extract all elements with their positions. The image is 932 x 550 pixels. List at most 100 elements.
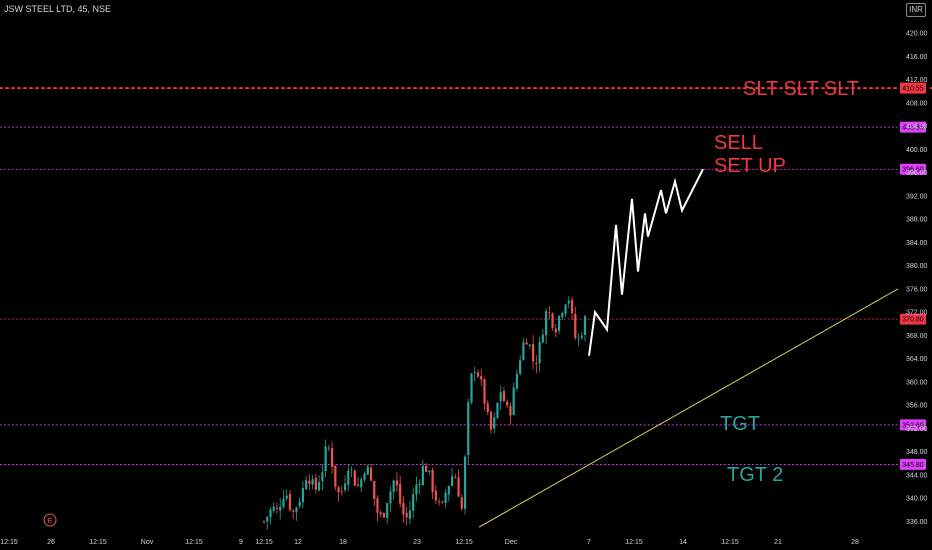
candle-body bbox=[353, 470, 356, 486]
candle-body bbox=[509, 405, 512, 416]
x-tick-label: 26 bbox=[47, 539, 55, 546]
price-badge-label: 352.60 bbox=[902, 422, 924, 429]
candle-body bbox=[522, 342, 525, 360]
candle-body bbox=[467, 402, 470, 456]
annotation-label: SLT SLT SLT bbox=[743, 78, 859, 100]
candles-layer bbox=[262, 296, 587, 530]
horizontal-levels: 410.55 403.85 396.60 370.80 352.60 345.80 bbox=[0, 82, 932, 470]
y-tick-label: 408.00 bbox=[906, 100, 928, 107]
trendline-layer bbox=[478, 288, 899, 528]
annotation-label: SET UP bbox=[714, 155, 786, 177]
candle-body bbox=[476, 372, 480, 377]
price-badge-label: 403.85 bbox=[902, 125, 924, 132]
candle-body bbox=[337, 486, 340, 493]
candle-body bbox=[486, 403, 489, 412]
candle-body bbox=[450, 476, 454, 486]
y-tick-label: 340.00 bbox=[906, 496, 928, 503]
annotation-label: TGT 2 bbox=[727, 464, 783, 486]
y-tick-label: 420.00 bbox=[906, 31, 928, 38]
candle-body bbox=[441, 501, 444, 503]
candle-body bbox=[564, 304, 567, 314]
x-tick-label: 12:15 bbox=[185, 539, 203, 546]
candle-body bbox=[544, 311, 548, 336]
candle-body bbox=[493, 417, 496, 429]
trendline bbox=[478, 288, 899, 528]
candle-body bbox=[496, 402, 499, 418]
candle-body bbox=[301, 488, 305, 502]
event-marker-layer: E bbox=[43, 513, 57, 527]
candle-body bbox=[499, 392, 502, 402]
candle-body bbox=[541, 334, 544, 343]
candle-body bbox=[389, 491, 392, 504]
candle-body bbox=[444, 492, 447, 504]
candle-body bbox=[408, 510, 412, 519]
y-tick-label: 348.00 bbox=[906, 449, 928, 456]
time-axis: 12:15 26 12:15 Nov 12:15 9 12:15 12 18 23 12:15 Dec… bbox=[0, 539, 859, 546]
currency-button[interactable]: INR bbox=[906, 3, 926, 17]
candle-body bbox=[437, 501, 441, 503]
price-badge-label: 396.60 bbox=[902, 167, 924, 174]
candle-body bbox=[275, 507, 279, 509]
candle-body bbox=[395, 480, 399, 486]
candle-body bbox=[538, 341, 541, 364]
candle-body bbox=[288, 493, 292, 510]
symbol-title: JSW STEEL LTD, 45, NSE bbox=[4, 4, 112, 14]
candle-body bbox=[282, 498, 285, 508]
x-tick-label: 7 bbox=[587, 539, 591, 546]
candle-body bbox=[279, 506, 282, 511]
candle-body bbox=[405, 512, 408, 518]
candle-body bbox=[463, 456, 467, 509]
x-tick-label: Nov bbox=[141, 539, 154, 546]
price-badge bbox=[900, 82, 926, 94]
annotation-label: SELL bbox=[714, 132, 763, 154]
candle-body bbox=[369, 467, 373, 481]
candle-body bbox=[580, 335, 583, 338]
candle-body bbox=[324, 446, 327, 472]
candle-body bbox=[502, 390, 506, 402]
candle-body bbox=[308, 480, 311, 484]
candle-body bbox=[376, 498, 379, 513]
y-tick-label: 392.00 bbox=[906, 193, 928, 200]
price-badge bbox=[900, 313, 926, 325]
candle-body bbox=[525, 342, 528, 345]
candle-body bbox=[321, 472, 324, 482]
candle-body bbox=[470, 373, 473, 403]
y-tick-label: 388.00 bbox=[906, 217, 928, 224]
candle-body bbox=[535, 363, 538, 365]
candle-body bbox=[379, 512, 382, 515]
candle-body bbox=[506, 401, 509, 406]
candle-body bbox=[340, 490, 343, 492]
candle-body bbox=[305, 480, 308, 490]
y-tick-label: 360.00 bbox=[906, 379, 928, 386]
candle-body bbox=[512, 387, 515, 416]
price-badge bbox=[900, 163, 926, 175]
candle-body bbox=[483, 379, 486, 404]
candle-body bbox=[363, 473, 366, 480]
x-tick-label: 12 bbox=[294, 539, 302, 546]
x-tick-label: 12:15 bbox=[455, 539, 473, 546]
candle-body bbox=[567, 300, 570, 304]
price-badge-label: 370.80 bbox=[902, 317, 924, 324]
y-tick-label: 380.00 bbox=[906, 263, 928, 270]
annotation-label: TGT bbox=[720, 413, 760, 435]
candle-body bbox=[386, 503, 389, 519]
candle-body bbox=[551, 313, 554, 328]
projection-path bbox=[588, 168, 704, 356]
y-tick-label: 352.00 bbox=[906, 426, 928, 433]
candle-body bbox=[460, 497, 463, 509]
candle-body bbox=[402, 502, 405, 515]
candle-body bbox=[334, 465, 337, 487]
candle-body bbox=[519, 360, 522, 374]
candle-body bbox=[418, 483, 421, 486]
candle-body bbox=[557, 315, 561, 331]
y-tick-label: 404.00 bbox=[906, 124, 928, 131]
y-tick-label: 412.00 bbox=[906, 77, 928, 84]
y-tick-label: 356.00 bbox=[906, 403, 928, 410]
candle-body bbox=[373, 480, 376, 500]
earnings-marker-label: E bbox=[48, 518, 53, 525]
candle-body bbox=[473, 372, 476, 373]
x-tick-label: 12:15 bbox=[0, 539, 18, 546]
y-tick-label: 336.00 bbox=[906, 519, 928, 526]
